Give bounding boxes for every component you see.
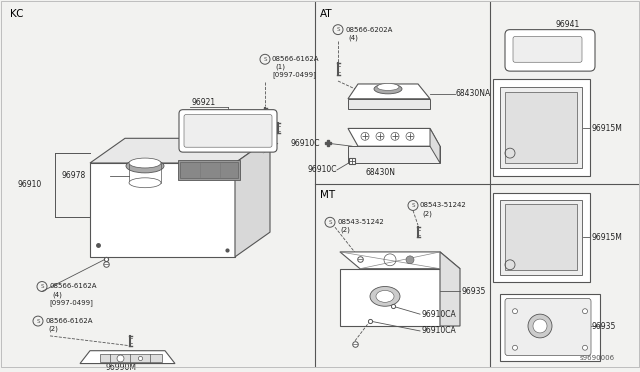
Ellipse shape bbox=[377, 83, 399, 90]
Circle shape bbox=[582, 345, 588, 350]
Text: (4): (4) bbox=[348, 34, 358, 41]
Text: 96990M: 96990M bbox=[105, 363, 136, 372]
Polygon shape bbox=[493, 193, 590, 282]
Polygon shape bbox=[493, 79, 590, 176]
Text: 08566-6162A: 08566-6162A bbox=[49, 283, 97, 289]
Polygon shape bbox=[180, 162, 238, 178]
Text: (1): (1) bbox=[275, 64, 285, 70]
Polygon shape bbox=[340, 269, 440, 326]
Text: 96978: 96978 bbox=[61, 171, 86, 180]
Text: S: S bbox=[40, 284, 44, 289]
Ellipse shape bbox=[374, 84, 402, 94]
Text: 08566-6162A: 08566-6162A bbox=[45, 318, 93, 324]
Polygon shape bbox=[90, 163, 235, 257]
Polygon shape bbox=[235, 138, 270, 257]
Polygon shape bbox=[500, 87, 582, 168]
Ellipse shape bbox=[376, 291, 394, 302]
Polygon shape bbox=[178, 160, 240, 180]
Text: 96915M: 96915M bbox=[592, 124, 623, 133]
Text: 96921: 96921 bbox=[192, 98, 216, 107]
Polygon shape bbox=[500, 199, 582, 275]
Text: (2): (2) bbox=[422, 210, 432, 217]
Polygon shape bbox=[80, 351, 175, 363]
Polygon shape bbox=[348, 99, 430, 109]
Text: KC: KC bbox=[10, 9, 24, 19]
FancyBboxPatch shape bbox=[184, 115, 272, 147]
Text: (4): (4) bbox=[52, 291, 62, 298]
Circle shape bbox=[528, 314, 552, 338]
FancyBboxPatch shape bbox=[179, 110, 277, 152]
Polygon shape bbox=[440, 252, 460, 326]
Text: S: S bbox=[263, 57, 267, 62]
Circle shape bbox=[406, 256, 414, 264]
Text: s9690006: s9690006 bbox=[580, 355, 615, 360]
Text: 68430N: 68430N bbox=[365, 169, 395, 177]
Text: S: S bbox=[412, 203, 415, 208]
Polygon shape bbox=[500, 294, 600, 360]
Text: 08566-6202A: 08566-6202A bbox=[345, 27, 392, 33]
Ellipse shape bbox=[129, 158, 161, 168]
Text: 96910: 96910 bbox=[18, 180, 42, 189]
FancyBboxPatch shape bbox=[513, 36, 582, 62]
Text: 96935: 96935 bbox=[592, 321, 616, 330]
Polygon shape bbox=[348, 128, 440, 146]
FancyBboxPatch shape bbox=[505, 298, 591, 356]
Ellipse shape bbox=[370, 286, 400, 306]
Text: 08566-6162A: 08566-6162A bbox=[272, 56, 319, 62]
Ellipse shape bbox=[129, 178, 161, 188]
FancyBboxPatch shape bbox=[505, 30, 595, 71]
Text: 96941: 96941 bbox=[555, 20, 579, 29]
Text: S: S bbox=[328, 220, 332, 225]
Text: 96910CA: 96910CA bbox=[421, 310, 456, 319]
Text: (2): (2) bbox=[340, 227, 350, 234]
Text: 96935: 96935 bbox=[461, 287, 485, 296]
Text: 96910C: 96910C bbox=[307, 166, 337, 174]
Ellipse shape bbox=[126, 159, 164, 173]
Text: (2): (2) bbox=[48, 326, 58, 332]
Circle shape bbox=[582, 309, 588, 314]
Polygon shape bbox=[430, 128, 440, 163]
Text: 68430NA: 68430NA bbox=[456, 89, 492, 98]
Text: 96910CA: 96910CA bbox=[421, 327, 456, 336]
Polygon shape bbox=[340, 252, 460, 269]
Text: [0997-0499]: [0997-0499] bbox=[272, 72, 316, 78]
Text: 96910C: 96910C bbox=[291, 139, 320, 148]
Circle shape bbox=[513, 309, 518, 314]
Circle shape bbox=[513, 345, 518, 350]
Polygon shape bbox=[348, 146, 440, 163]
Text: S: S bbox=[336, 27, 340, 32]
Polygon shape bbox=[505, 92, 577, 163]
Circle shape bbox=[533, 319, 547, 333]
Text: 08543-51242: 08543-51242 bbox=[337, 219, 384, 225]
Polygon shape bbox=[90, 138, 270, 163]
Polygon shape bbox=[100, 354, 162, 362]
Text: S: S bbox=[36, 318, 40, 324]
Polygon shape bbox=[348, 84, 430, 99]
Text: 08543-51242: 08543-51242 bbox=[420, 202, 467, 208]
Text: 96915M: 96915M bbox=[592, 232, 623, 241]
Text: MT: MT bbox=[320, 190, 335, 200]
Text: [0997-0499]: [0997-0499] bbox=[49, 299, 93, 306]
Text: AT: AT bbox=[320, 9, 333, 19]
Polygon shape bbox=[505, 205, 577, 270]
